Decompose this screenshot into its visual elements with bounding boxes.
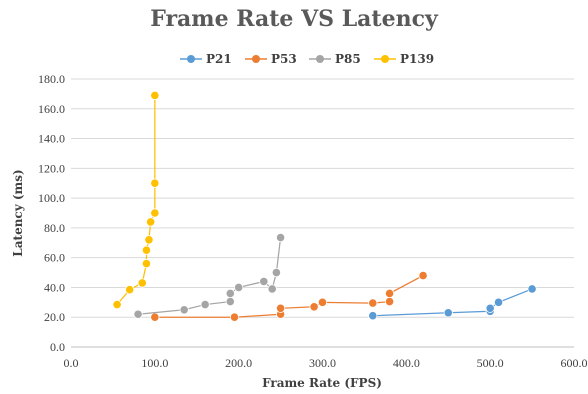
data-point-p53	[309, 302, 319, 312]
legend-label: P53	[271, 52, 297, 66]
data-point-p21	[527, 284, 537, 294]
x-axis-title: Frame Rate (FPS)	[262, 376, 382, 390]
data-point-p85	[179, 305, 189, 315]
data-point-p21	[493, 297, 504, 307]
data-point-p85	[200, 299, 210, 310]
data-point-p85	[271, 267, 281, 278]
data-point-p85	[234, 282, 244, 293]
series-p21	[368, 284, 537, 321]
legend-marker	[381, 55, 389, 63]
legend-item-p85: P85	[309, 52, 361, 66]
data-point-p139	[150, 208, 160, 218]
data-point-p139	[125, 285, 135, 295]
data-point-p139	[144, 235, 154, 245]
data-point-p139	[146, 217, 156, 227]
data-point-p53	[275, 303, 286, 313]
legend-marker	[252, 55, 260, 63]
y-tick-label: 120.0	[38, 161, 65, 175]
data-point-p53	[317, 297, 328, 307]
x-tick-label: 200.0	[225, 356, 252, 370]
data-point-p139	[141, 245, 152, 255]
y-axis-title: Latency (ms)	[11, 169, 25, 256]
data-point-p53	[150, 312, 160, 322]
y-tick-label: 160.0	[38, 102, 65, 116]
legend-item-p21: P21	[180, 52, 232, 66]
series-layer	[112, 90, 537, 322]
data-point-p21	[443, 308, 453, 318]
y-tick-label: 60.0	[44, 251, 65, 265]
legend-item-p53: P53	[245, 52, 297, 66]
legend-label: P21	[206, 52, 232, 66]
chart-title: Frame Rate VS Latency	[150, 6, 439, 32]
y-tick-label: 100.0	[38, 191, 65, 205]
data-point-p85	[225, 296, 235, 307]
x-tick-label: 500.0	[477, 356, 504, 370]
x-tick-label: 100.0	[141, 356, 168, 370]
y-tick-label: 20.0	[44, 310, 65, 324]
x-axis-ticks: 0.0 100.0 200.0 300.0 400.0 500.0 600.0	[64, 356, 588, 370]
legend-item-p139: P139	[374, 52, 434, 66]
y-axis-ticks: 0.0 20.0 40.0 60.0 80.0 100.0 120.0 140.0 160.0 1…	[38, 72, 65, 354]
legend-marker	[316, 55, 324, 63]
data-point-p139	[150, 178, 160, 188]
y-tick-label: 40.0	[44, 280, 65, 294]
data-point-p85	[267, 284, 277, 294]
legend-label: P85	[335, 52, 361, 66]
data-point-p53	[368, 298, 378, 308]
data-point-p21	[485, 303, 495, 313]
data-point-p53	[384, 288, 395, 298]
x-tick-label: 300.0	[309, 356, 336, 370]
legend-marker	[187, 55, 195, 63]
data-point-p139	[141, 259, 152, 269]
x-tick-label: 400.0	[393, 356, 420, 370]
legend-label: P139	[400, 52, 434, 66]
series-line-p85	[138, 237, 282, 315]
y-tick-label: 180.0	[38, 72, 65, 86]
data-point-p53	[384, 296, 395, 307]
data-point-p85	[275, 232, 286, 243]
data-point-p85	[259, 276, 269, 287]
y-tick-label: 0.0	[50, 340, 65, 354]
series-p85	[133, 232, 286, 319]
legend: P21 P53 P85 P139	[180, 52, 434, 66]
data-point-p139	[112, 299, 122, 310]
data-point-p53	[229, 312, 240, 322]
series-line-p53	[154, 274, 424, 318]
y-tick-label: 80.0	[44, 221, 65, 235]
data-point-p139	[150, 90, 160, 100]
series-p139	[112, 90, 160, 310]
series-p53	[150, 270, 428, 322]
series-line-p139	[116, 95, 156, 305]
x-tick-label: 0.0	[64, 356, 79, 370]
y-tick-label: 140.0	[38, 132, 65, 146]
data-point-p53	[418, 270, 428, 281]
data-point-p85	[225, 288, 235, 298]
data-point-p21	[368, 311, 378, 321]
data-point-p139	[137, 278, 147, 288]
data-point-p85	[133, 309, 143, 319]
x-tick-label: 600.0	[561, 356, 588, 370]
